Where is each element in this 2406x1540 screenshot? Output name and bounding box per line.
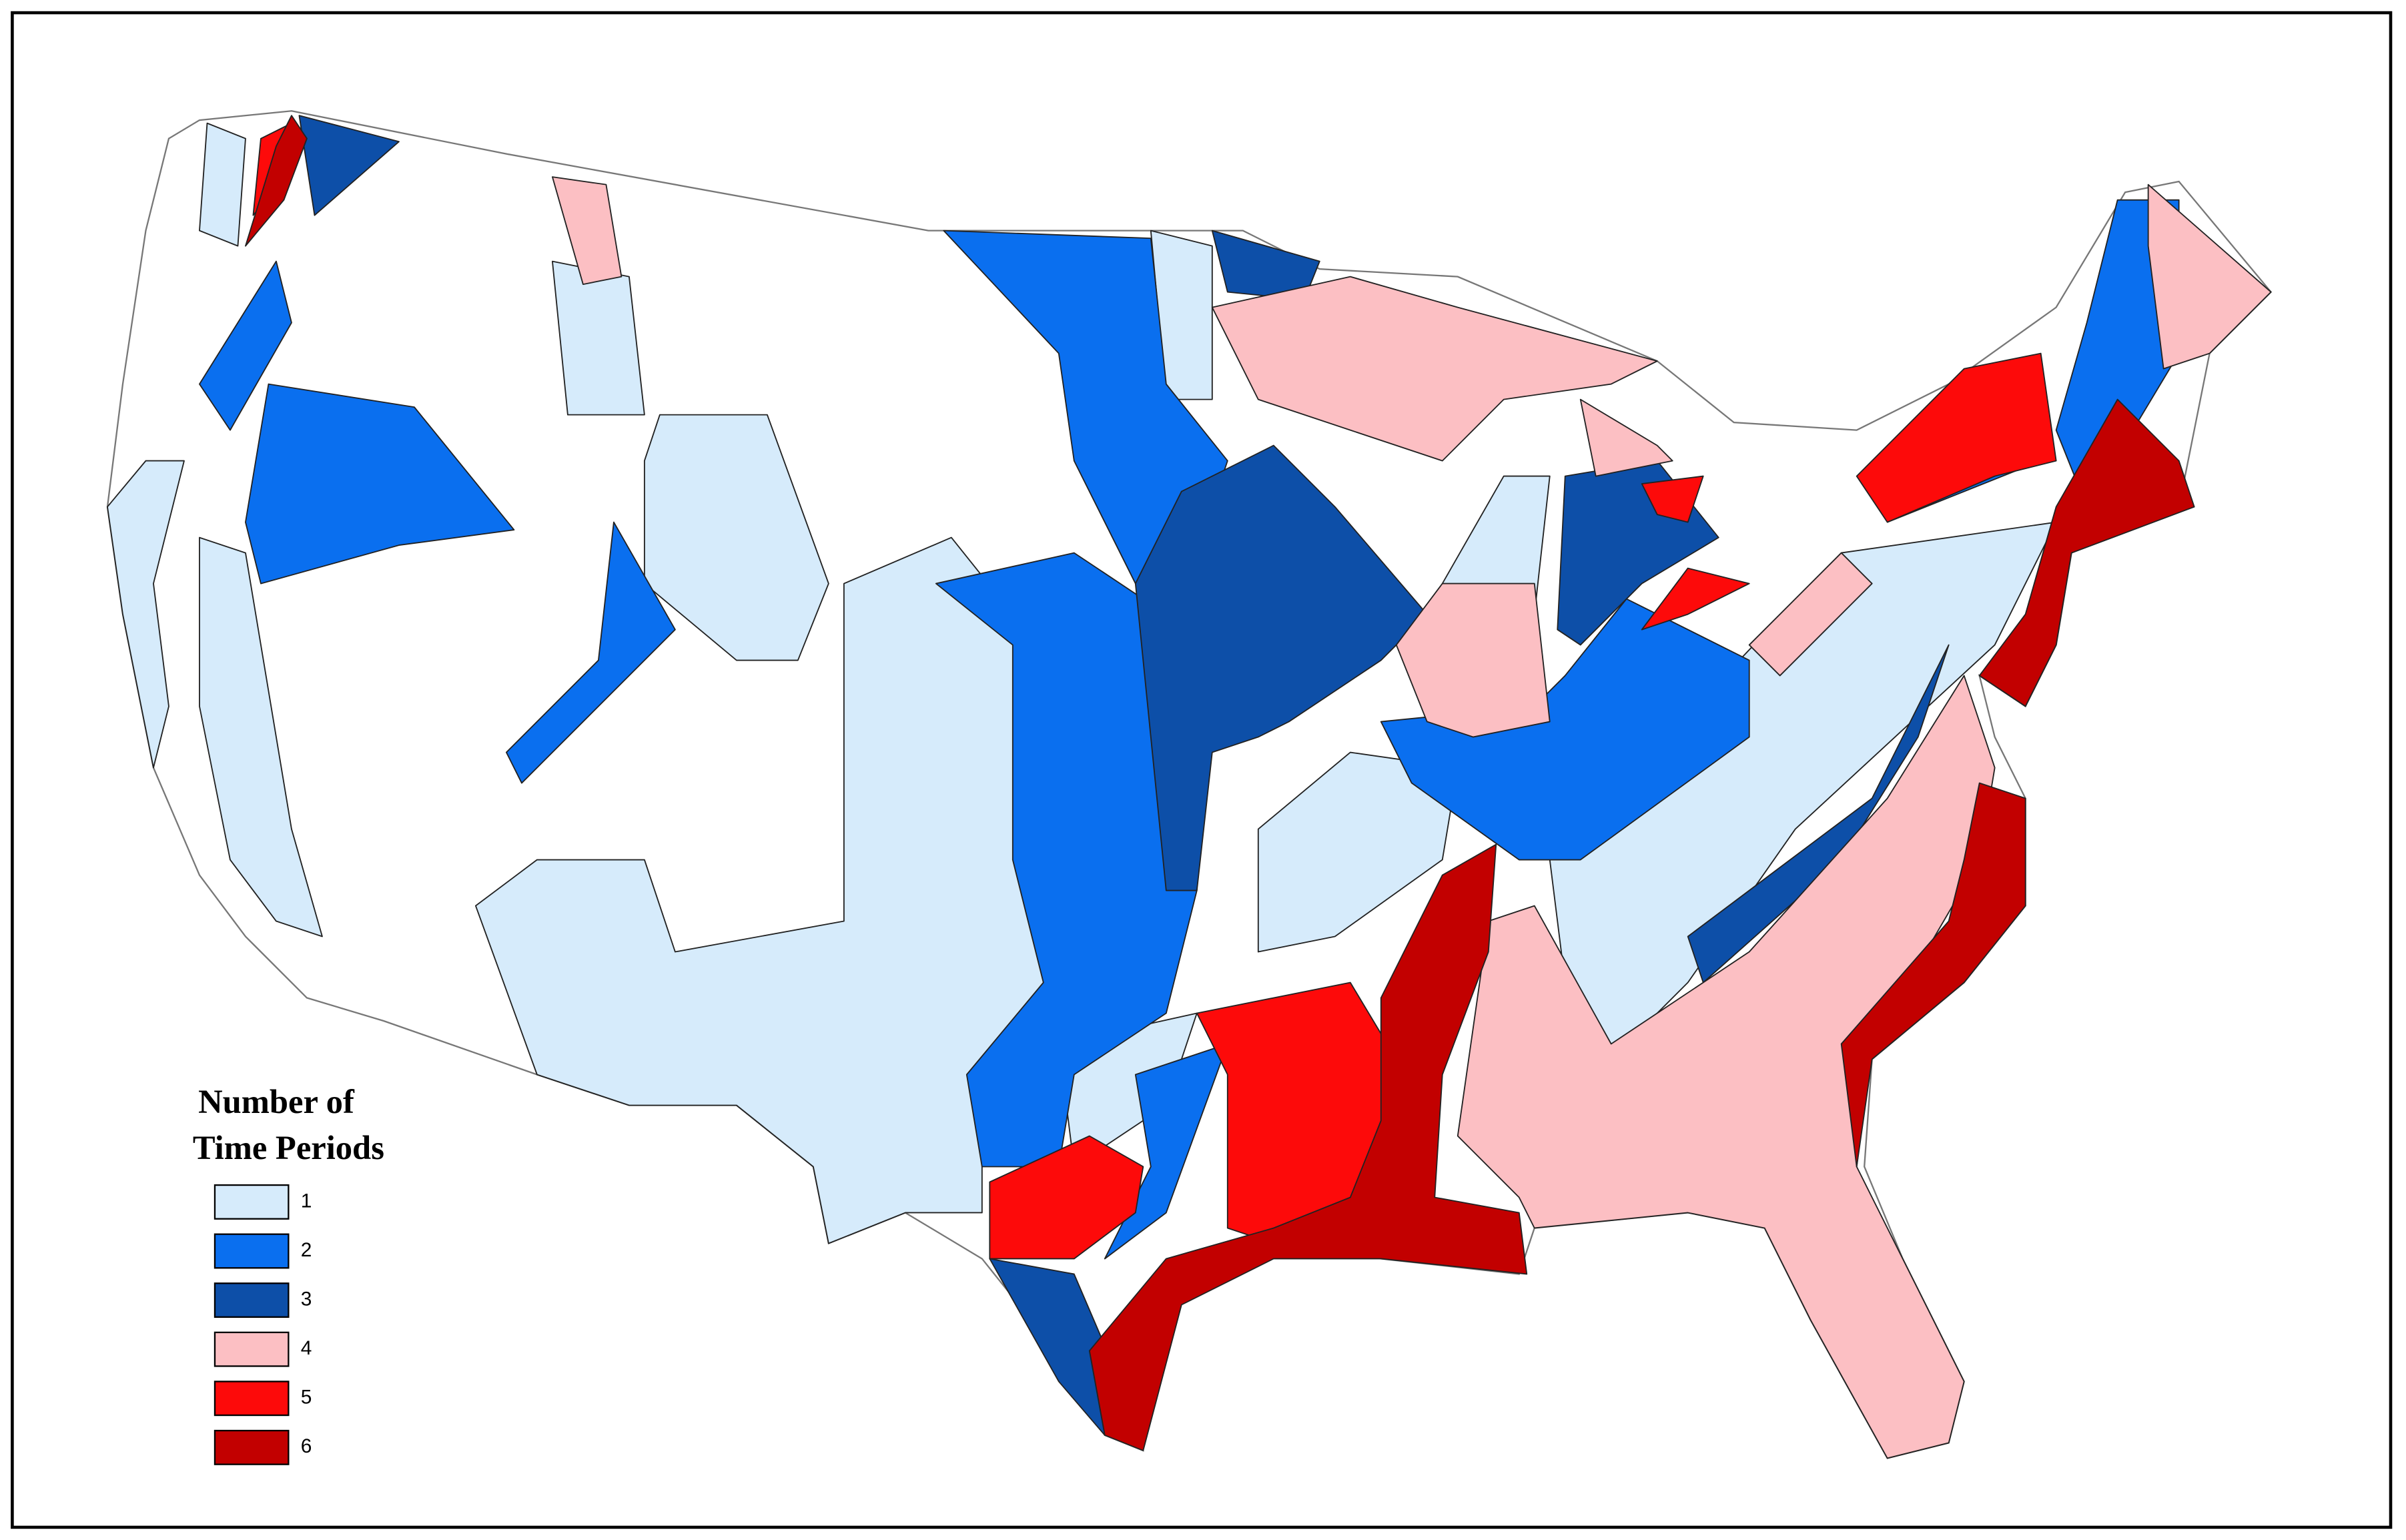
ecoregion	[1088, 843, 1528, 1451]
ecoregion	[1395, 583, 1551, 738]
ecoregion	[1641, 567, 1750, 631]
legend-label: 5	[301, 1387, 312, 1409]
ecoregion	[245, 115, 308, 247]
ecoregion	[1380, 598, 1750, 861]
ecoregion	[1840, 782, 2026, 1168]
ecoregion	[1748, 552, 1873, 677]
ecoregion	[643, 414, 829, 661]
ecoregion	[1211, 276, 1658, 462]
ecoregion	[551, 176, 623, 286]
ecoregion	[199, 536, 323, 937]
ecoregion	[1257, 751, 1459, 953]
legend-title: Number of	[198, 1083, 355, 1120]
legend-swatch	[214, 1282, 290, 1318]
ecoregion	[505, 521, 676, 784]
ecoregion	[245, 383, 515, 585]
legend-swatch	[214, 1184, 290, 1220]
ecoregion	[1579, 398, 1673, 477]
ecoregion	[1856, 352, 2057, 523]
legend-swatch	[214, 1233, 290, 1269]
legend: Number of Time Periods 1 2 3 4 5 6	[193, 1083, 384, 1465]
ecoregion	[1978, 398, 2195, 707]
legend-label: 6	[301, 1435, 312, 1457]
legend-label: 1	[301, 1190, 312, 1212]
ecoregion	[298, 115, 400, 216]
legend-label: 3	[301, 1288, 312, 1310]
ecoregion	[199, 260, 292, 431]
legend-swatch	[214, 1429, 290, 1465]
legend-swatch	[214, 1381, 290, 1417]
regions	[107, 115, 2272, 1459]
ecoregion	[2147, 183, 2272, 370]
legend-label: 2	[301, 1239, 312, 1261]
ecoregion	[1134, 444, 1428, 891]
legend-label: 4	[301, 1337, 312, 1359]
ecoregion	[1641, 475, 1704, 523]
ecoregion	[989, 1135, 1144, 1260]
ecoregion	[107, 460, 185, 769]
legend-title: Time Periods	[193, 1129, 384, 1166]
ecoregion	[199, 122, 246, 247]
legend-swatch	[214, 1331, 290, 1367]
